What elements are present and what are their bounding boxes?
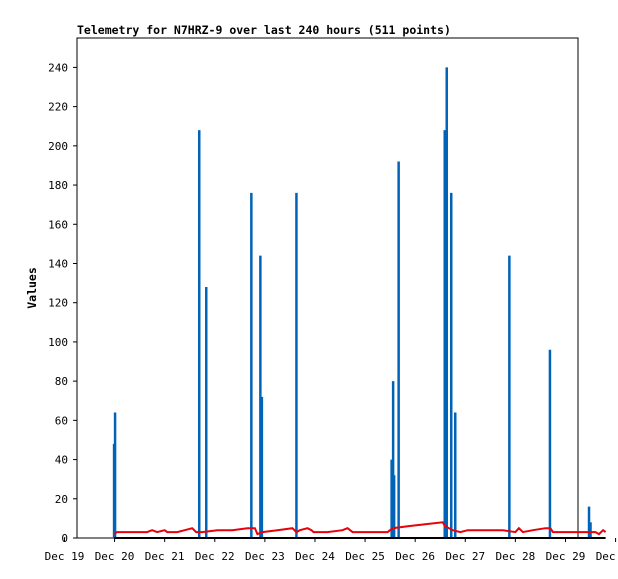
x-tick-label: Dec 21 xyxy=(145,550,185,563)
x-tick-label: Dec 25 xyxy=(345,550,385,563)
y-axis-label: Values xyxy=(25,267,39,309)
y-tick-label: 200 xyxy=(48,140,68,153)
x-tick-label: Dec 27 xyxy=(445,550,485,563)
y-tick-label: 140 xyxy=(48,257,68,270)
y-tick-label: 100 xyxy=(48,336,68,349)
y-tick-label: 160 xyxy=(48,218,68,231)
y-tick-label: 20 xyxy=(55,493,68,506)
y-tick-label: 180 xyxy=(48,179,68,192)
x-tick-label: Dec 29 xyxy=(546,550,586,563)
x-tick-label: Dec 22 xyxy=(195,550,235,563)
x-tick-label: Dec 26 xyxy=(395,550,435,563)
chart-title: Telemetry for N7HRZ-9 over last 240 hour… xyxy=(77,23,451,37)
x-tick-label: Dec 24 xyxy=(295,550,335,563)
x-axis: Dec 19 Dec 20 Dec 21 Dec 22 Dec 23 Dec 24 Dec … xyxy=(45,538,618,563)
y-axis: 020406080100120140160180200220240 xyxy=(48,61,77,545)
x-tick-label: Dec 19 xyxy=(45,550,85,563)
y-tick-label: 120 xyxy=(48,297,68,310)
x-tick-label: Dec 23 xyxy=(245,550,285,563)
y-tick-label: 80 xyxy=(55,375,68,388)
y-tick-label: 60 xyxy=(55,414,68,427)
series-layer xyxy=(112,67,607,539)
baseline-series-line xyxy=(113,521,607,536)
x-tick-label: Dec 20 xyxy=(95,550,135,563)
x-tick-label: Dec 28 xyxy=(496,550,536,563)
y-tick-label: 220 xyxy=(48,101,68,114)
y-tick-label: 40 xyxy=(55,454,68,467)
y-tick-label: 240 xyxy=(48,61,68,74)
x-tick-label: Dec 30 xyxy=(596,550,618,563)
